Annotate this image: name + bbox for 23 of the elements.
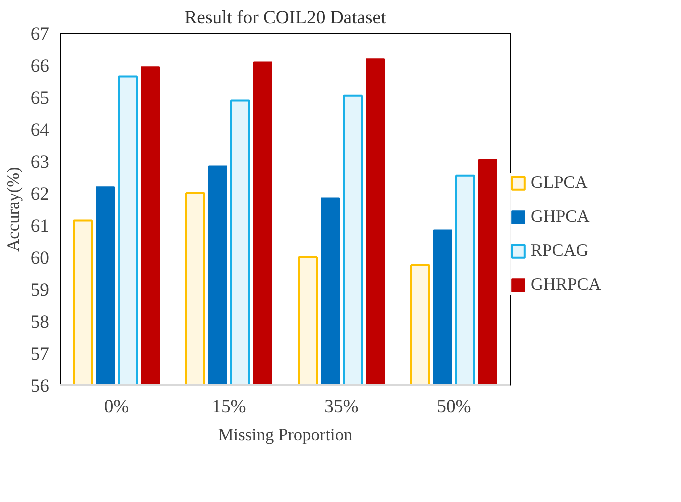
x-tick-label: 15%	[212, 396, 246, 418]
y-axis-title: Accuray(%)	[4, 166, 23, 252]
x-tick-label: 0%	[104, 396, 130, 418]
y-tick-label: 58	[30, 312, 50, 333]
y-tick-label: 61	[30, 216, 50, 237]
legend-label: GLPCA	[531, 173, 588, 193]
y-tick-label: 63	[30, 152, 50, 173]
legend-label: GHPCA	[531, 207, 590, 227]
y-tick-label: 60	[30, 248, 50, 269]
x-tick-label: 50%	[437, 396, 472, 418]
y-tick-label: 59	[30, 280, 50, 301]
y-tick-label: 65	[30, 88, 50, 109]
y-tick-label: 64	[30, 120, 50, 141]
y-tick-label: 57	[30, 344, 50, 365]
x-tick-label: 35%	[324, 396, 359, 418]
x-axis-title: Missing Proportion	[218, 426, 353, 444]
legend-label: RPCAG	[531, 241, 589, 261]
legend-label: GHRPCA	[531, 275, 602, 295]
y-tick-label: 56	[30, 376, 50, 397]
y-tick-label: 62	[30, 184, 50, 205]
chart-title: Result for COIL20 Dataset	[184, 8, 388, 28]
y-tick-label: 67	[30, 24, 50, 45]
y-tick-label: 66	[30, 56, 50, 77]
